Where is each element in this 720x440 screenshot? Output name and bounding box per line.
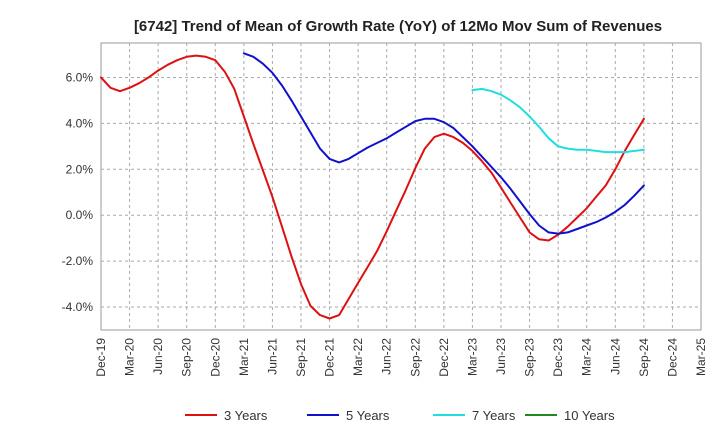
y-tick-label: -2.0% — [62, 254, 94, 268]
x-tick-label: Jun-21 — [265, 338, 279, 375]
x-tick-label: Sep-22 — [408, 338, 422, 377]
x-tick-label: Dec-21 — [323, 338, 337, 377]
series-line-5-years — [242, 52, 645, 235]
legend: 3 Years 5 Years 7 Years 10 Years — [185, 408, 615, 423]
x-tick-label: Mar-24 — [580, 338, 594, 376]
y-tick-label: 4.0% — [66, 116, 94, 130]
chart-title: [6742] Trend of Mean of Growth Rate (YoY… — [134, 18, 662, 35]
legend-label-3-years: 3 Years — [224, 408, 268, 423]
x-tick-label: Sep-23 — [523, 338, 537, 377]
x-tick-label: Mar-20 — [123, 338, 137, 376]
legend-label-10-years: 10 Years — [564, 408, 615, 423]
x-tick-label: Mar-25 — [694, 338, 708, 376]
x-tick-label: Dec-23 — [551, 338, 565, 377]
grid — [101, 43, 701, 330]
y-tick-label: 6.0% — [66, 70, 94, 84]
x-tick-label: Mar-22 — [351, 338, 365, 376]
y-tick-label: -4.0% — [62, 300, 94, 314]
y-tick-label: 0.0% — [66, 208, 94, 222]
axes: -4.0% -2.0% 0.0% 2.0% 4.0% 6.0% Dec-19 Mar-20 Ju… — [62, 70, 708, 376]
y-tick-label: 2.0% — [66, 162, 94, 176]
x-tick-label: Jun-20 — [151, 338, 165, 375]
x-tick-label: Mar-23 — [465, 338, 479, 376]
series-line-7-years — [471, 87, 645, 154]
x-tick-label: Dec-20 — [208, 338, 222, 377]
legend-label-7-years: 7 Years — [472, 408, 516, 423]
x-tick-label: Dec-22 — [437, 338, 451, 377]
x-tick-label: Mar-21 — [237, 338, 251, 376]
x-tick-label: Sep-24 — [637, 338, 651, 377]
series-lines — [100, 52, 645, 320]
x-tick-label: Sep-20 — [180, 338, 194, 377]
x-tick-label: Dec-24 — [665, 338, 679, 377]
series-line-3-years — [100, 54, 645, 320]
x-tick-label: Sep-21 — [294, 338, 308, 377]
x-tick-label: Jun-22 — [380, 338, 394, 375]
x-tick-label: Dec-19 — [94, 338, 108, 377]
plot-frame — [100, 42, 702, 331]
plot-area — [100, 42, 702, 331]
legend-label-5-years: 5 Years — [346, 408, 390, 423]
x-tick-label: Jun-23 — [494, 338, 508, 375]
x-tick-label: Jun-24 — [608, 338, 622, 375]
